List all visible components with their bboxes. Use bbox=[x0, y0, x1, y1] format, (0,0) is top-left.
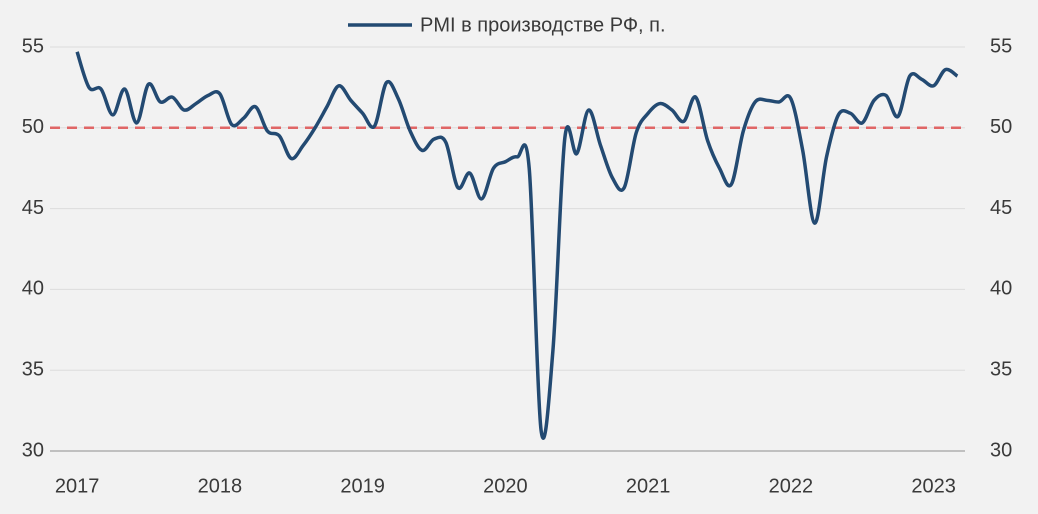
legend-label: PMI в производстве РФ, п. bbox=[420, 14, 666, 36]
y-tick-label: 30 bbox=[22, 439, 44, 461]
y-tick-label: 35 bbox=[22, 358, 44, 380]
x-tick-label: 2017 bbox=[55, 475, 100, 497]
y2-tick-label: 40 bbox=[990, 278, 1012, 300]
x-tick-label: 2022 bbox=[769, 475, 814, 497]
x-tick-label: 2020 bbox=[483, 475, 528, 497]
x-tick-label: 2023 bbox=[911, 475, 956, 497]
y2-tick-label: 35 bbox=[990, 358, 1012, 380]
y-tick-label: 55 bbox=[22, 35, 44, 57]
x-tick-label: 2018 bbox=[198, 475, 243, 497]
y2-tick-label: 50 bbox=[990, 116, 1012, 138]
y2-tick-label: 55 bbox=[990, 35, 1012, 57]
y-tick-label: 40 bbox=[22, 278, 44, 300]
x-tick-label: 2019 bbox=[340, 475, 385, 497]
y2-tick-label: 45 bbox=[990, 197, 1012, 219]
line bbox=[75, 51, 959, 440]
y-tick-label: 45 bbox=[22, 197, 44, 219]
x-tick-label: 2021 bbox=[626, 475, 671, 497]
y-tick-label: 50 bbox=[22, 116, 44, 138]
y2-tick-label: 30 bbox=[990, 439, 1012, 461]
